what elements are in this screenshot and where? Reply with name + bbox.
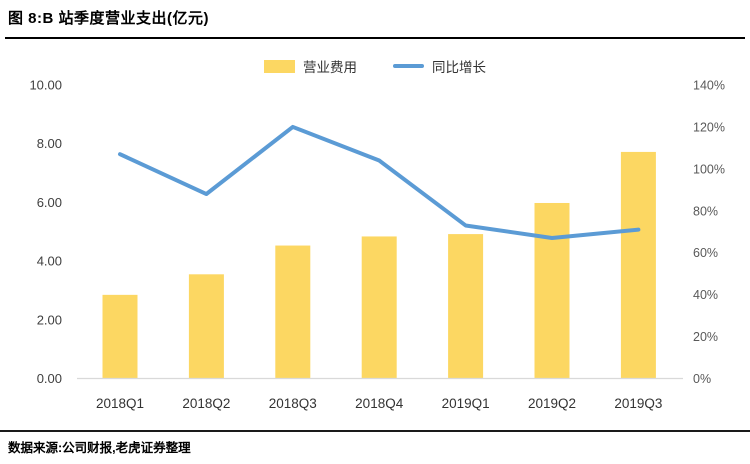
right-axis-tick-label: 120% <box>693 120 725 134</box>
source-note: 数据来源:公司财报,老虎证券整理 <box>8 441 191 455</box>
legend-label-bar-series: 营业费用 <box>303 60 357 75</box>
bar-segment <box>188 274 224 379</box>
right-axis-tick-label: 80% <box>693 204 718 218</box>
bar-segment <box>102 294 138 379</box>
x-axis-category-label: 2018Q3 <box>269 396 317 411</box>
x-axis-category-label: 2018Q2 <box>182 396 230 411</box>
bar-segment <box>448 234 484 379</box>
line-series-swatch-icon <box>393 64 424 68</box>
legend-item-line-series: 同比增长 <box>393 56 486 76</box>
page-title: 图 8:B 站季度营业支出(亿元) <box>8 10 209 27</box>
right-axis-tick-label: 60% <box>693 246 718 260</box>
chart-legend: 营业费用 同比增长 <box>0 56 750 76</box>
title-divider <box>5 37 745 39</box>
right-axis-tick-label: 140% <box>693 79 725 93</box>
x-axis-category-label: 2018Q4 <box>355 396 404 411</box>
footer-divider <box>0 430 750 432</box>
bar-segment <box>361 236 397 379</box>
x-axis-category-label: 2019Q2 <box>528 396 576 411</box>
bar-segment <box>275 245 311 379</box>
left-axis-tick-label: 10.00 <box>29 78 62 93</box>
left-axis-tick-label: 2.00 <box>37 312 62 327</box>
legend-item-bar-series: 营业费用 <box>264 56 357 76</box>
left-axis-tick-label: 0.00 <box>37 371 62 386</box>
right-axis-tick-label: 0% <box>693 372 711 386</box>
x-axis-category-label: 2019Q1 <box>442 396 490 411</box>
right-axis-tick-label: 100% <box>693 162 725 176</box>
x-axis-category-label: 2019Q3 <box>614 396 662 411</box>
bar-series-swatch-icon <box>264 59 295 73</box>
right-axis-tick-label: 40% <box>693 288 718 302</box>
trend-line <box>118 124 641 241</box>
bar-segment <box>534 202 570 379</box>
right-axis-tick-label: 20% <box>693 330 718 344</box>
legend-label-line-series: 同比增长 <box>432 60 486 75</box>
bar-segment <box>620 151 656 379</box>
left-axis-tick-label: 8.00 <box>37 136 62 151</box>
left-axis-tick-label: 6.00 <box>37 195 62 210</box>
x-axis-category-label: 2018Q1 <box>96 396 144 411</box>
left-axis-tick-label: 4.00 <box>37 254 62 269</box>
